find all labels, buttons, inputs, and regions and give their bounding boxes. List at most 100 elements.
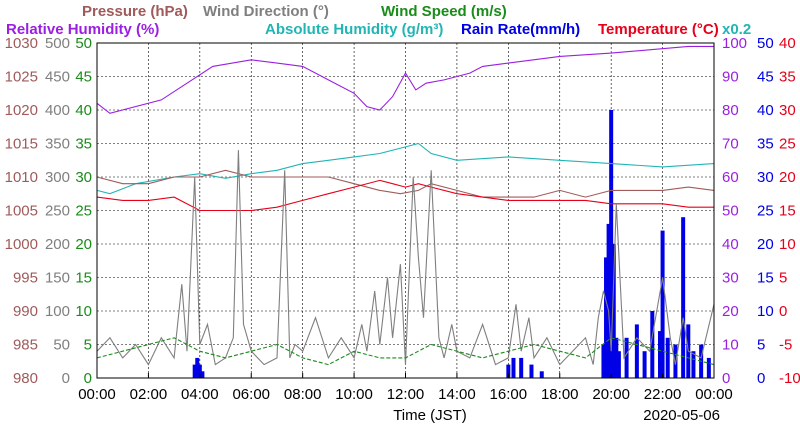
x-axis-tick-label: 04:00 bbox=[181, 386, 219, 403]
pressure-axis-tick-label: 1020 bbox=[5, 102, 38, 119]
rain-axis-tick-label: 45 bbox=[757, 69, 774, 86]
ah-legend-label: Absolute Humidity (g/m³) bbox=[265, 21, 443, 38]
wspd-axis-tick-label: 20 bbox=[75, 236, 92, 253]
rain-rate-bar bbox=[197, 364, 202, 378]
wdir-axis-tick-label: 100 bbox=[45, 303, 70, 320]
wdir-series-line bbox=[96, 150, 715, 366]
chart-legend: Pressure (hPa) Wind Direction (°) Wind Spe… bbox=[6, 3, 751, 38]
rain-rate-bar bbox=[519, 357, 524, 378]
rh-axis-tick-label: 70 bbox=[722, 136, 739, 153]
wdir-axis-tick-label: 500 bbox=[45, 35, 70, 52]
x-axis-tick-label: 02:00 bbox=[130, 386, 168, 403]
rain-rate-bar bbox=[706, 357, 711, 378]
rain-rate-bar bbox=[642, 351, 647, 378]
x-axis-tick-label: 12:00 bbox=[387, 386, 425, 403]
rain-axis-tick-label: 20 bbox=[757, 236, 774, 253]
temp-axis-tick-label: 15 bbox=[779, 203, 796, 220]
rh-axis-tick-label: 10 bbox=[722, 337, 739, 354]
x-axis-tick-label: 18:00 bbox=[541, 386, 579, 403]
rain-axis-tick-label: 5 bbox=[757, 337, 765, 354]
wdir-legend-label: Wind Direction (°) bbox=[203, 3, 329, 20]
rain-rate-bar bbox=[634, 324, 639, 378]
rain-axis-tick-label: 15 bbox=[757, 270, 774, 287]
rh-axis-tick-label: 90 bbox=[722, 69, 739, 86]
temp-legend-label: Temperature (°C) bbox=[598, 21, 719, 38]
rain-rate-bar bbox=[658, 331, 663, 378]
rain-axis-tick-label: 40 bbox=[757, 102, 774, 119]
wspd-axis-tick-label: 45 bbox=[75, 69, 92, 86]
wspd-axis-tick-label: 25 bbox=[75, 203, 92, 220]
rh-axis-tick-label: 20 bbox=[722, 303, 739, 320]
scale-note: x0.2 bbox=[722, 21, 751, 38]
temp-axis-tick-label: 25 bbox=[779, 136, 796, 153]
pressure-axis-tick-label: 985 bbox=[13, 337, 38, 354]
pressure-axis-tick-label: 1000 bbox=[5, 236, 38, 253]
pressure-axis-tick-label: 1010 bbox=[5, 169, 38, 186]
x-axis-tick-label: 08:00 bbox=[284, 386, 322, 403]
wspd-axis-tick-label: 50 bbox=[75, 35, 92, 52]
rain-rate-bar bbox=[609, 110, 614, 378]
wdir-axis-tick-label: 50 bbox=[53, 337, 70, 354]
rain-rate-bar bbox=[200, 371, 205, 378]
axes: 1030102510201015101010051000995990985980… bbox=[5, 35, 800, 403]
wdir-axis-tick-label: 350 bbox=[45, 136, 70, 153]
temp-series-line bbox=[96, 179, 714, 212]
rain-rate-bar bbox=[195, 357, 200, 378]
rh-axis-tick-label: 50 bbox=[722, 203, 739, 220]
wdir-axis-tick-label: 300 bbox=[45, 169, 70, 186]
rain-rate-bar bbox=[606, 223, 611, 378]
x-axis-tick-label: 00:00 bbox=[78, 386, 116, 403]
rain-rate-bar bbox=[665, 337, 670, 378]
rain-rate-bar bbox=[624, 337, 629, 378]
pressure-axis-tick-label: 990 bbox=[13, 303, 38, 320]
pressure-axis-tick-label: 995 bbox=[13, 270, 38, 287]
rh-legend-label: Relative Humidity (%) bbox=[6, 21, 159, 38]
wspd-axis-tick-label: 5 bbox=[84, 337, 92, 354]
date-label: 2020-05-06 bbox=[643, 407, 720, 424]
rh-series-line bbox=[96, 45, 714, 114]
rain-rate-bar bbox=[611, 244, 616, 378]
x-axis-tick-label: 14:00 bbox=[438, 386, 476, 403]
rain-axis-tick-label: 35 bbox=[757, 136, 774, 153]
wspd-axis-tick-label: 0 bbox=[84, 370, 92, 387]
rain-axis-tick-label: 30 bbox=[757, 169, 774, 186]
wspd-legend-label: Wind Speed (m/s) bbox=[381, 3, 507, 20]
temp-axis-tick-label: -10 bbox=[779, 370, 800, 387]
rain-rate-bar bbox=[511, 357, 516, 378]
rain-axis-tick-label: 10 bbox=[757, 303, 774, 320]
rain-rate-bar bbox=[506, 364, 511, 378]
wspd-axis-tick-label: 30 bbox=[75, 169, 92, 186]
temp-axis-tick-label: 0 bbox=[779, 303, 787, 320]
wspd-axis-tick-label: 35 bbox=[75, 136, 92, 153]
rain-rate-bar bbox=[614, 337, 619, 378]
pressure-series-line bbox=[96, 169, 715, 198]
temp-axis-tick-label: -5 bbox=[779, 337, 792, 354]
rain-axis-tick-label: 0 bbox=[757, 370, 765, 387]
rain-rate-bar bbox=[650, 311, 655, 378]
rain-rate-bar bbox=[616, 351, 621, 378]
temp-axis-tick-label: 40 bbox=[779, 35, 796, 52]
x-axis-tick-label: 06:00 bbox=[232, 386, 270, 403]
rain-rate-bar bbox=[192, 364, 197, 378]
pressure-axis-tick-label: 1005 bbox=[5, 203, 38, 220]
ah-series-line bbox=[96, 142, 715, 195]
rain-rate-bar bbox=[601, 344, 606, 378]
wdir-axis-tick-label: 200 bbox=[45, 236, 70, 253]
rain-rate-bar bbox=[691, 351, 696, 378]
rh-axis-tick-label: 40 bbox=[722, 236, 739, 253]
rh-axis-tick-label: 80 bbox=[722, 102, 739, 119]
rh-axis-tick-label: 0 bbox=[722, 370, 730, 387]
rain-rate-bar bbox=[529, 364, 534, 378]
rain-rate-bar bbox=[681, 217, 686, 378]
temp-axis-tick-label: 20 bbox=[779, 169, 796, 186]
rain-rate-bar bbox=[539, 371, 544, 378]
rain-axis-tick-label: 25 bbox=[757, 203, 774, 220]
rain-rate-bar bbox=[660, 230, 665, 378]
pressure-axis-tick-label: 980 bbox=[13, 370, 38, 387]
pressure-axis-tick-label: 1030 bbox=[5, 35, 38, 52]
pressure-legend-label: Pressure (hPa) bbox=[82, 3, 188, 20]
x-axis-tick-label: 16:00 bbox=[490, 386, 528, 403]
rh-axis-tick-label: 100 bbox=[722, 35, 747, 52]
x-axis-tick-label: 10:00 bbox=[335, 386, 373, 403]
pressure-axis-tick-label: 1015 bbox=[5, 136, 38, 153]
